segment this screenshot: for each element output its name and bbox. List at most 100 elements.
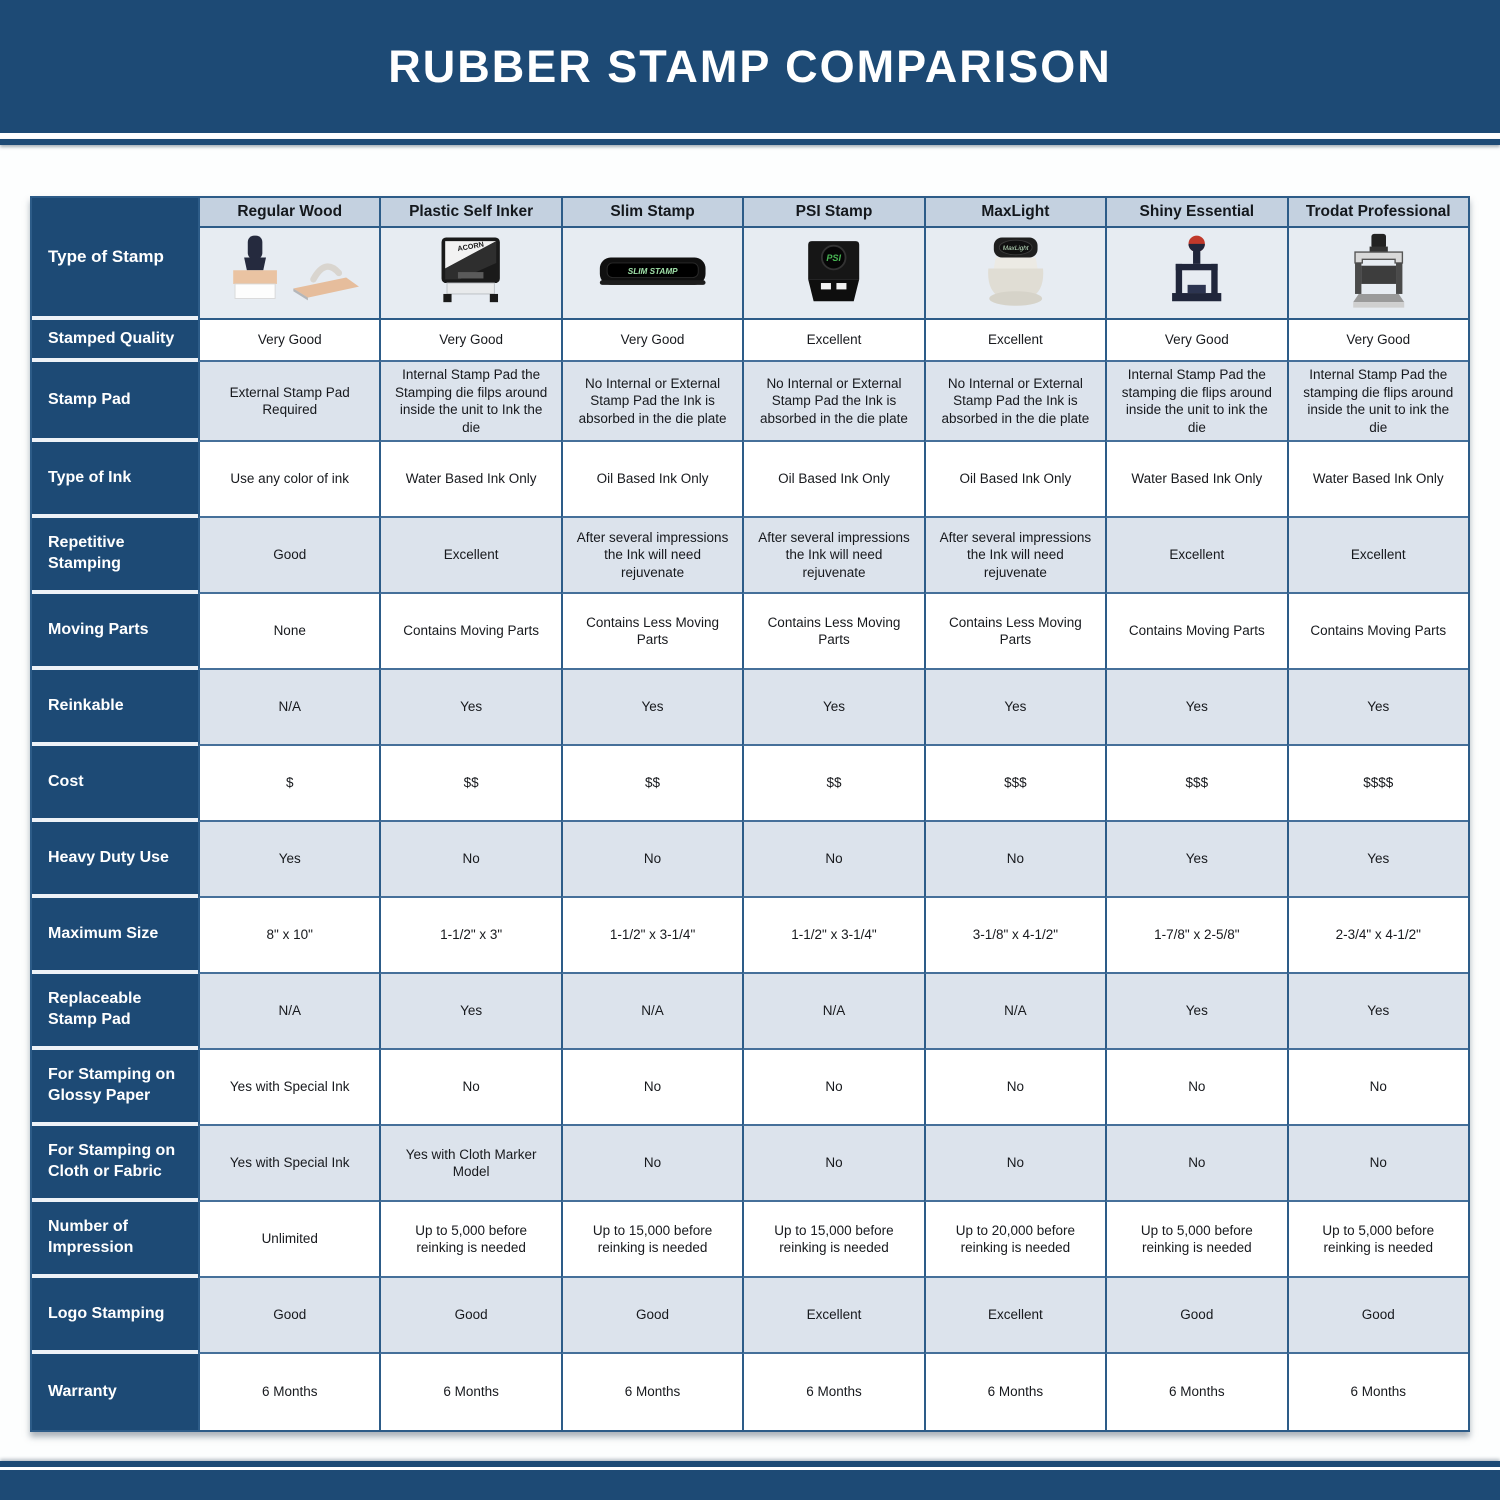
shiny-essential-stamp-icon (1172, 235, 1222, 302)
comparison-table-body: Stamped Quality Very Good Very Good Very Go… (32, 320, 1468, 1431)
cell-number-of-impression--shiny-essential: Up to 5,000 before reinking is needed (1105, 1202, 1287, 1279)
cell-maximum-size--shiny-essential: 1-7/8" x 2-5/8" (1105, 898, 1287, 975)
cell-cost--regular-wood: $ (198, 746, 380, 823)
cell-stamp-pad--plastic-self-inker: Internal Stamp Pad the Stamping die filp… (379, 362, 561, 443)
stamp-image-cell-slim-stamp: SLIM STAMP (560, 228, 743, 320)
column-header-regular-wood: Regular Wood (198, 198, 380, 228)
cell-reinkable--regular-wood: N/A (198, 670, 380, 747)
cell-for-stamping-on-glossy-paper--shiny-essential: No (1105, 1050, 1287, 1127)
cell-moving-parts--regular-wood: None (198, 594, 380, 671)
cell-cost--slim-stamp: $$ (560, 746, 743, 823)
maxlight-stamp-icon: MaxLight (987, 237, 1043, 306)
slim-stamp-icon: SLIM STAMP (599, 257, 706, 285)
footer-divider-rule (0, 1461, 1500, 1467)
cell-moving-parts--shiny-essential: Contains Moving Parts (1105, 594, 1287, 671)
cell-maximum-size--maxlight: 3-1/8" x 4-1/2" (923, 898, 1106, 975)
table-row-number-of-impression: Number of Impression Unlimited Up to 5,000… (32, 1202, 1468, 1279)
cell-heavy-duty-use--slim-stamp: No (560, 822, 743, 899)
cell-stamped-quality--trodat-professional: Very Good (1286, 320, 1468, 362)
stamp-image-cell-psi-stamp: PSI (742, 228, 924, 320)
cell-maximum-size--psi-stamp: 1-1/2" x 3-1/4" (742, 898, 924, 975)
psi-stamp-icon: PSI (808, 241, 860, 302)
footer-divider-gap (0, 1467, 1500, 1470)
cell-stamp-pad--trodat-professional: Internal Stamp Pad the stamping die flip… (1286, 362, 1468, 443)
cell-stamped-quality--regular-wood: Very Good (198, 320, 380, 362)
cell-number-of-impression--regular-wood: Unlimited (198, 1202, 380, 1279)
cell-reinkable--shiny-essential: Yes (1105, 670, 1287, 747)
cell-type-of-ink--shiny-essential: Water Based Ink Only (1105, 442, 1287, 519)
row-label-repetitive-stamping: Repetitive Stamping (32, 518, 198, 595)
cell-warranty--slim-stamp: 6 Months (560, 1354, 743, 1431)
cell-for-stamping-on-cloth-or-fabric--plastic-self-inker: Yes with Cloth Marker Model (379, 1126, 561, 1203)
cell-stamped-quality--shiny-essential: Very Good (1105, 320, 1287, 362)
stamp-image-cell-plastic-self-inker: ACORN (379, 228, 561, 320)
stamp-image-cell-trodat-professional (1286, 228, 1468, 320)
cell-heavy-duty-use--regular-wood: Yes (198, 822, 380, 899)
trodat-professional-stamp-icon (1352, 233, 1404, 308)
cell-warranty--shiny-essential: 6 Months (1105, 1354, 1287, 1431)
cell-warranty--psi-stamp: 6 Months (742, 1354, 924, 1431)
cell-heavy-duty-use--psi-stamp: No (742, 822, 924, 899)
table-row-moving-parts: Moving Parts None Contains Moving Parts Con… (32, 594, 1468, 671)
column-header-psi-stamp: PSI Stamp (742, 198, 924, 228)
cell-type-of-ink--regular-wood: Use any color of ink (198, 442, 380, 519)
row-label-for-stamping-on-glossy-paper: For Stamping on Glossy Paper (32, 1050, 198, 1127)
table-row-stamp-pad: Stamp Pad External Stamp Pad Required Inte… (32, 362, 1468, 443)
cell-stamped-quality--maxlight: Excellent (923, 320, 1106, 362)
comparison-table: Type of Stamp Regular Wood Plastic Self In… (30, 196, 1470, 1433)
banner-divider-rule (0, 139, 1500, 145)
row-label-stamp-pad: Stamp Pad (32, 362, 198, 443)
cell-stamp-pad--slim-stamp: No Internal or External Stamp Pad the In… (560, 362, 743, 443)
page-title: RUBBER STAMP COMPARISON (388, 40, 1112, 92)
cell-logo-stamping--maxlight: Excellent (923, 1278, 1106, 1355)
cell-repetitive-stamping--slim-stamp: After several impressions the Ink will n… (560, 518, 743, 595)
cell-number-of-impression--psi-stamp: Up to 15,000 before reinking is needed (742, 1202, 924, 1279)
cell-repetitive-stamping--plastic-self-inker: Excellent (379, 518, 561, 595)
cell-replaceable-stamp-pad--slim-stamp: N/A (560, 974, 743, 1051)
cell-reinkable--trodat-professional: Yes (1286, 670, 1468, 747)
cell-number-of-impression--maxlight: Up to 20,000 before reinking is needed (923, 1202, 1106, 1279)
cell-type-of-ink--trodat-professional: Water Based Ink Only (1286, 442, 1468, 519)
cell-type-of-ink--psi-stamp: Oil Based Ink Only (742, 442, 924, 519)
footer-bar (0, 1470, 1500, 1500)
title-banner: RUBBER STAMP COMPARISON (0, 0, 1500, 133)
cell-for-stamping-on-cloth-or-fabric--regular-wood: Yes with Special Ink (198, 1126, 380, 1203)
cell-cost--trodat-professional: $$$$ (1286, 746, 1468, 823)
cell-replaceable-stamp-pad--maxlight: N/A (923, 974, 1106, 1051)
cell-warranty--maxlight: 6 Months (923, 1354, 1106, 1431)
cell-stamp-pad--shiny-essential: Internal Stamp Pad the stamping die flip… (1105, 362, 1287, 443)
cell-stamped-quality--plastic-self-inker: Very Good (379, 320, 561, 362)
column-header-plastic-self-inker: Plastic Self Inker (379, 198, 561, 228)
table-row-cost: Cost $ $$ $$ $$ $$$ $$$ $$$$ (32, 746, 1468, 823)
cell-stamped-quality--psi-stamp: Excellent (742, 320, 924, 362)
cell-logo-stamping--slim-stamp: Good (560, 1278, 743, 1355)
row-label-logo-stamping: Logo Stamping (32, 1278, 198, 1355)
row-label-heavy-duty-use: Heavy Duty Use (32, 822, 198, 899)
row-label-warranty: Warranty (32, 1354, 198, 1431)
row-label-type-of-ink: Type of Ink (32, 442, 198, 519)
cell-for-stamping-on-cloth-or-fabric--trodat-professional: No (1286, 1126, 1468, 1203)
column-header-row: Type of Stamp Regular Wood Plastic Self In… (32, 198, 1468, 320)
cell-maximum-size--slim-stamp: 1-1/2" x 3-1/4" (560, 898, 743, 975)
cell-stamp-pad--maxlight: No Internal or External Stamp Pad the In… (923, 362, 1106, 443)
stamp-image-cell-regular-wood (198, 228, 380, 320)
cell-moving-parts--plastic-self-inker: Contains Moving Parts (379, 594, 561, 671)
cell-type-of-ink--slim-stamp: Oil Based Ink Only (560, 442, 743, 519)
cell-repetitive-stamping--shiny-essential: Excellent (1105, 518, 1287, 595)
cell-reinkable--psi-stamp: Yes (742, 670, 924, 747)
cell-repetitive-stamping--trodat-professional: Excellent (1286, 518, 1468, 595)
cell-logo-stamping--trodat-professional: Good (1286, 1278, 1468, 1355)
cell-stamp-pad--regular-wood: External Stamp Pad Required (198, 362, 380, 443)
svg-text:SLIM STAMP: SLIM STAMP (628, 267, 678, 276)
comparison-table-head: Type of Stamp Regular Wood Plastic Self In… (32, 198, 1468, 320)
cell-repetitive-stamping--maxlight: After several impressions the Ink will n… (923, 518, 1106, 595)
column-header-shiny-essential: Shiny Essential (1105, 198, 1287, 228)
table-row-stamped-quality: Stamped Quality Very Good Very Good Very Go… (32, 320, 1468, 362)
cell-for-stamping-on-glossy-paper--psi-stamp: No (742, 1050, 924, 1127)
cell-replaceable-stamp-pad--plastic-self-inker: Yes (379, 974, 561, 1051)
cell-for-stamping-on-cloth-or-fabric--psi-stamp: No (742, 1126, 924, 1203)
cell-for-stamping-on-glossy-paper--trodat-professional: No (1286, 1050, 1468, 1127)
table-row-type-of-ink: Type of Ink Use any color of ink Water Bas… (32, 442, 1468, 519)
cell-logo-stamping--regular-wood: Good (198, 1278, 380, 1355)
comparison-table-wrap: Type of Stamp Regular Wood Plastic Self In… (30, 196, 1470, 1433)
